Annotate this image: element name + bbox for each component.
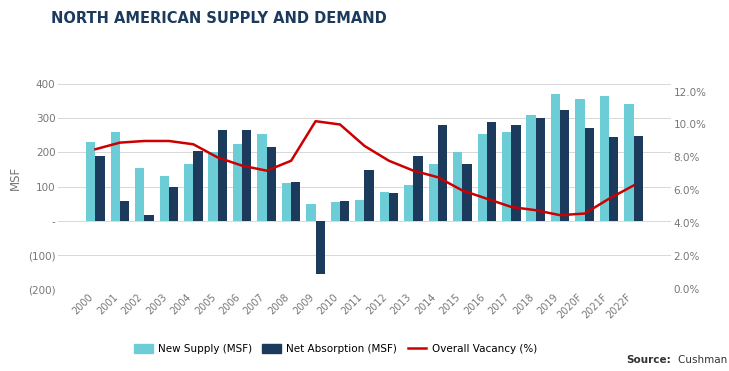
Bar — [502, 132, 511, 221]
Bar — [282, 183, 291, 221]
Bar — [355, 200, 364, 221]
Overall Vacancy (%) — [409, 168, 418, 173]
Bar — [267, 147, 276, 221]
Bar — [536, 118, 545, 221]
Bar — [242, 130, 252, 221]
Overall Vacancy (%) — [214, 155, 222, 160]
Bar — [95, 156, 105, 221]
Overall Vacancy (%) — [189, 142, 198, 147]
Bar — [526, 115, 536, 221]
Bar — [609, 137, 618, 221]
Overall Vacancy (%) — [507, 205, 515, 209]
Overall Vacancy (%) — [483, 197, 491, 201]
Overall Vacancy (%) — [311, 119, 320, 124]
Bar — [624, 105, 634, 221]
Overall Vacancy (%) — [458, 188, 467, 193]
Bar — [585, 128, 594, 221]
Bar — [169, 187, 178, 221]
Bar — [306, 204, 316, 221]
Overall Vacancy (%) — [555, 213, 564, 217]
Bar — [193, 151, 203, 221]
Bar — [86, 142, 95, 221]
Overall Vacancy (%) — [434, 175, 443, 180]
Bar — [413, 156, 423, 221]
Overall Vacancy (%) — [335, 122, 344, 127]
Overall Vacancy (%) — [262, 168, 271, 173]
Overall Vacancy (%) — [115, 140, 124, 145]
Bar — [340, 201, 349, 221]
Bar — [438, 125, 447, 221]
Legend: New Supply (MSF), Net Absorption (MSF), Overall Vacancy (%): New Supply (MSF), Net Absorption (MSF), … — [130, 340, 541, 358]
Bar — [560, 109, 569, 221]
Bar — [233, 144, 242, 221]
Overall Vacancy (%) — [286, 158, 295, 163]
Bar — [208, 152, 218, 221]
Bar — [144, 215, 154, 221]
Bar — [634, 136, 643, 221]
Bar — [462, 164, 472, 221]
Bar — [111, 132, 120, 221]
Bar — [120, 201, 129, 221]
Overall Vacancy (%) — [531, 208, 540, 213]
Bar — [218, 130, 227, 221]
Bar — [511, 125, 521, 221]
Bar — [184, 164, 193, 221]
Bar — [487, 122, 496, 221]
Bar — [429, 164, 438, 221]
Bar — [575, 99, 585, 221]
Overall Vacancy (%) — [580, 211, 589, 216]
Bar — [404, 185, 413, 221]
Overall Vacancy (%) — [605, 197, 614, 201]
Bar — [380, 192, 389, 221]
Bar — [160, 176, 169, 221]
Overall Vacancy (%) — [165, 139, 174, 143]
Bar — [551, 94, 560, 221]
Bar — [331, 202, 340, 221]
Line: Overall Vacancy (%): Overall Vacancy (%) — [95, 121, 634, 215]
Overall Vacancy (%) — [360, 144, 369, 148]
Overall Vacancy (%) — [140, 139, 149, 143]
Bar — [135, 168, 144, 221]
Text: Source:: Source: — [626, 355, 671, 365]
Overall Vacancy (%) — [385, 158, 394, 163]
Bar — [257, 134, 267, 221]
Bar — [364, 170, 374, 221]
Bar — [600, 96, 609, 221]
Text: Cushman & Wakefield Research: Cushman & Wakefield Research — [678, 355, 729, 365]
Y-axis label: MSF: MSF — [9, 166, 23, 190]
Overall Vacancy (%) — [629, 183, 638, 188]
Bar — [453, 152, 462, 221]
Bar — [389, 193, 398, 221]
Text: NORTH AMERICAN SUPPLY AND DEMAND: NORTH AMERICAN SUPPLY AND DEMAND — [51, 11, 387, 26]
Overall Vacancy (%) — [91, 147, 100, 151]
Bar — [477, 134, 487, 221]
Bar — [291, 181, 300, 221]
Overall Vacancy (%) — [238, 164, 246, 168]
Bar — [316, 221, 325, 274]
